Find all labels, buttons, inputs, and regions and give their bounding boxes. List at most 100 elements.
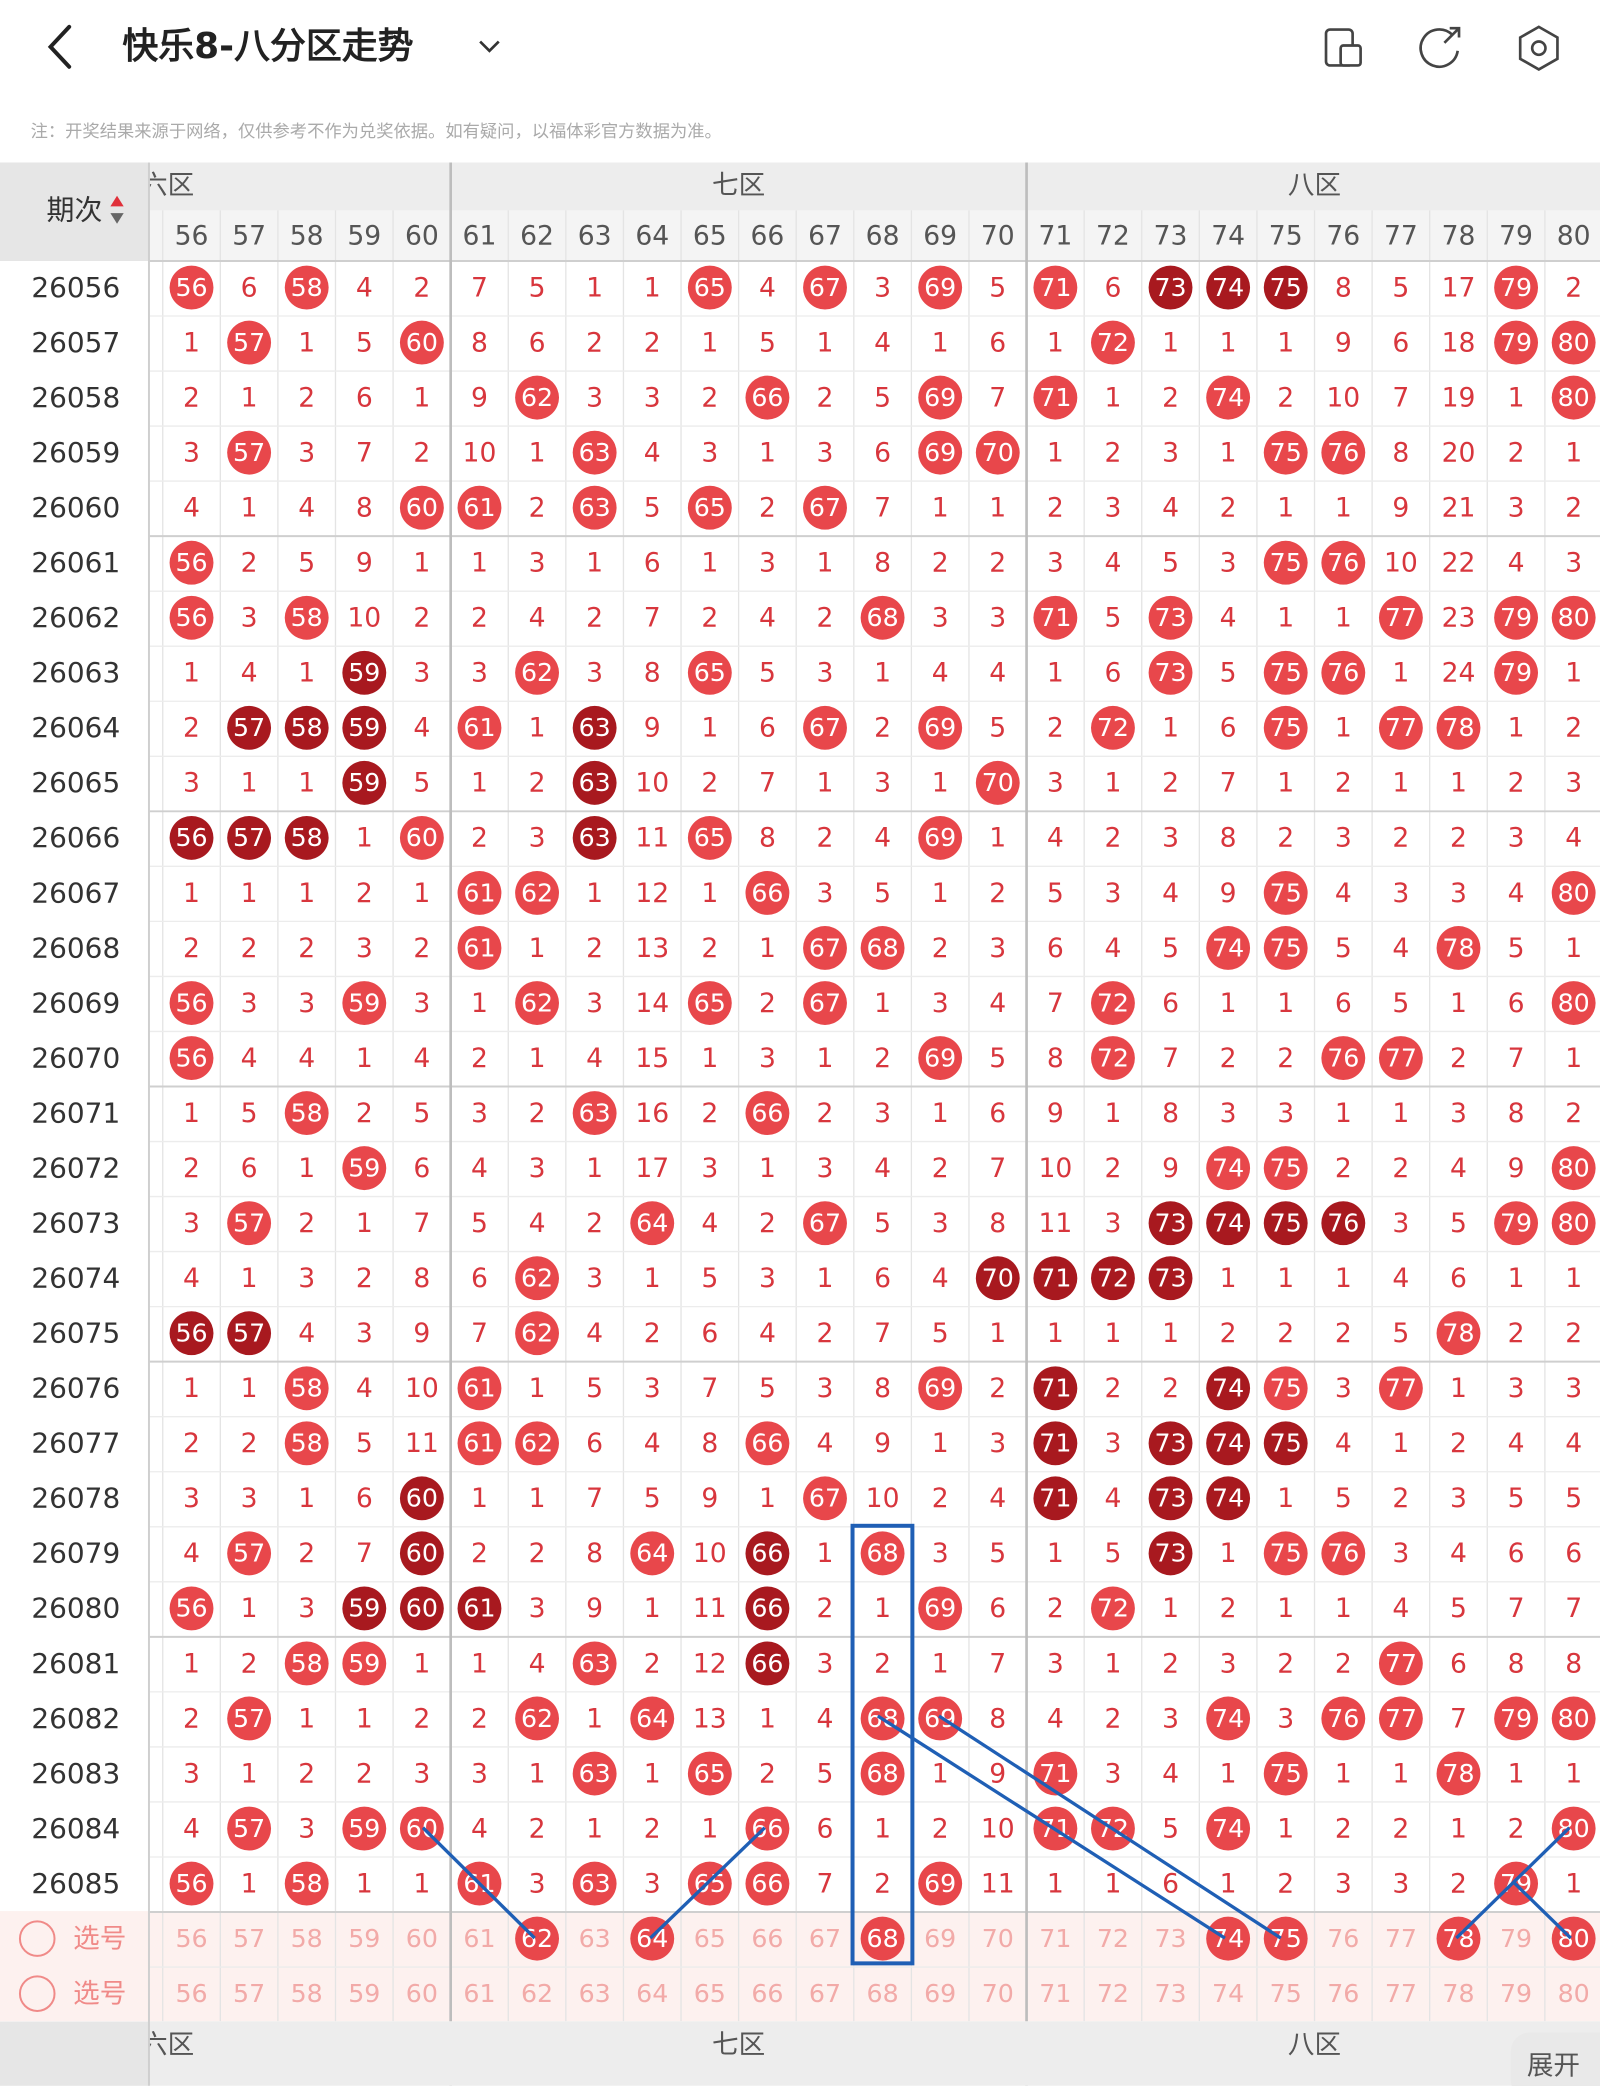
miss-count: 1 <box>1104 1098 1121 1129</box>
miss-count: 7 <box>1162 1043 1179 1074</box>
select-number[interactable]: 64 <box>636 1979 668 2008</box>
sort-up[interactable] <box>110 195 124 207</box>
column-header: 76 <box>1326 221 1360 252</box>
miss-count: 7 <box>356 1538 373 1569</box>
select-number[interactable]: 60 <box>406 1979 438 2008</box>
miss-count: 1 <box>241 1868 258 1899</box>
select-label[interactable]: 选号 <box>73 1978 126 2009</box>
picked-ball[interactable] <box>1436 1916 1481 1961</box>
select-number[interactable]: 56 <box>175 1979 207 2008</box>
select-number[interactable]: 65 <box>694 1979 726 2008</box>
select-number[interactable]: 68 <box>867 1979 899 2008</box>
miss-count: 3 <box>1220 1648 1237 1679</box>
miss-count: 2 <box>356 1263 373 1294</box>
select-number[interactable]: 61 <box>463 1979 495 2008</box>
select-radio[interactable] <box>18 1975 56 2012</box>
select-number[interactable]: 77 <box>1385 1924 1417 1953</box>
ball-number: 58 <box>291 603 323 632</box>
back-button[interactable] <box>47 24 72 69</box>
select-number[interactable]: 66 <box>751 1924 783 1953</box>
select-number[interactable]: 67 <box>809 1979 841 2008</box>
select-number[interactable]: 71 <box>1039 1924 1071 1953</box>
select-number[interactable]: 74 <box>1212 1924 1244 1953</box>
issue-header[interactable]: 期次 <box>47 194 103 227</box>
select-number[interactable]: 57 <box>233 1924 265 1953</box>
miss-count: 2 <box>413 933 430 964</box>
select-number[interactable]: 69 <box>924 1924 956 1953</box>
picked-ball[interactable] <box>1263 1916 1308 1961</box>
select-number[interactable]: 72 <box>1097 1924 1129 1953</box>
select-number[interactable]: 80 <box>1558 1979 1590 2008</box>
select-number[interactable]: 58 <box>291 1924 323 1953</box>
page-title[interactable]: 快乐8-八分区走势 <box>122 26 413 67</box>
select-number[interactable]: 77 <box>1385 1979 1417 2008</box>
select-number[interactable]: 68 <box>867 1924 899 1953</box>
miss-count: 1 <box>1392 1758 1409 1789</box>
select-number[interactable]: 65 <box>694 1924 726 1953</box>
miss-count: 3 <box>1450 1483 1467 1514</box>
select-number[interactable]: 60 <box>406 1924 438 1953</box>
select-number[interactable]: 75 <box>1270 1979 1302 2008</box>
select-number[interactable]: 59 <box>348 1924 380 1953</box>
miss-count: 1 <box>932 1758 949 1789</box>
miss-count: 4 <box>413 1043 430 1074</box>
issue-number: 26073 <box>31 1206 120 1239</box>
select-number[interactable]: 78 <box>1442 1924 1474 1953</box>
miss-count: 13 <box>635 933 669 964</box>
select-number[interactable]: 73 <box>1154 1924 1186 1953</box>
select-number[interactable]: 57 <box>233 1979 265 2008</box>
miss-count: 3 <box>241 603 258 634</box>
miss-count: 1 <box>1392 1428 1409 1459</box>
select-number[interactable]: 63 <box>579 1924 611 1953</box>
picked-ball[interactable] <box>1206 1916 1251 1961</box>
ball-number: 74 <box>1212 933 1244 962</box>
select-number[interactable]: 79 <box>1500 1924 1532 1953</box>
ball <box>1091 705 1135 750</box>
ball-number: 75 <box>1270 658 1302 687</box>
miss-count: 1 <box>817 548 834 579</box>
ball <box>1321 1201 1366 1246</box>
ball <box>803 981 847 1025</box>
select-number[interactable]: 73 <box>1154 1979 1186 2008</box>
expand-button[interactable]: 展开 <box>1527 2051 1580 2082</box>
select-number[interactable]: 56 <box>175 1924 207 1953</box>
expand-button-bg[interactable] <box>1510 2032 1600 2086</box>
select-number[interactable]: 76 <box>1327 1924 1359 1953</box>
select-number[interactable]: 79 <box>1500 1979 1532 2008</box>
miss-count: 4 <box>989 658 1006 689</box>
miss-count: 3 <box>529 1153 546 1184</box>
select-number[interactable]: 59 <box>348 1979 380 2008</box>
picked-ball[interactable] <box>1551 1916 1596 1961</box>
settings-icon[interactable] <box>1518 25 1559 71</box>
picked-ball[interactable] <box>860 1916 905 1961</box>
select-number[interactable]: 61 <box>463 1924 495 1953</box>
select-number[interactable]: 72 <box>1097 1979 1129 2008</box>
select-number[interactable]: 58 <box>291 1979 323 2008</box>
miss-count: 2 <box>241 1428 258 1459</box>
ball-number: 76 <box>1327 1043 1359 1072</box>
select-radio[interactable] <box>18 1920 56 1957</box>
title-dropdown[interactable] <box>479 40 500 53</box>
miss-count: 1 <box>1277 603 1294 634</box>
miss-count: 5 <box>1508 1483 1525 1514</box>
miss-count: 2 <box>1450 1868 1467 1899</box>
select-number[interactable]: 62 <box>521 1979 553 2008</box>
miss-count: 4 <box>1335 1428 1352 1459</box>
miss-count: 1 <box>932 1648 949 1679</box>
ball <box>284 1641 329 1686</box>
select-number[interactable]: 67 <box>809 1924 841 1953</box>
share-icon[interactable] <box>1419 26 1461 68</box>
select-number[interactable]: 70 <box>982 1924 1014 1953</box>
column-header: 77 <box>1384 221 1418 252</box>
sort-down[interactable] <box>110 213 124 224</box>
select-number[interactable]: 71 <box>1039 1979 1071 2008</box>
select-number[interactable]: 69 <box>924 1979 956 2008</box>
select-number[interactable]: 78 <box>1442 1979 1474 2008</box>
select-number[interactable]: 75 <box>1270 1924 1302 1953</box>
select-label[interactable]: 选号 <box>73 1923 126 1954</box>
select-number[interactable]: 66 <box>751 1979 783 2008</box>
select-number[interactable]: 74 <box>1212 1979 1244 2008</box>
select-number[interactable]: 76 <box>1327 1979 1359 2008</box>
select-number[interactable]: 63 <box>579 1979 611 2008</box>
select-number[interactable]: 70 <box>982 1979 1014 2008</box>
